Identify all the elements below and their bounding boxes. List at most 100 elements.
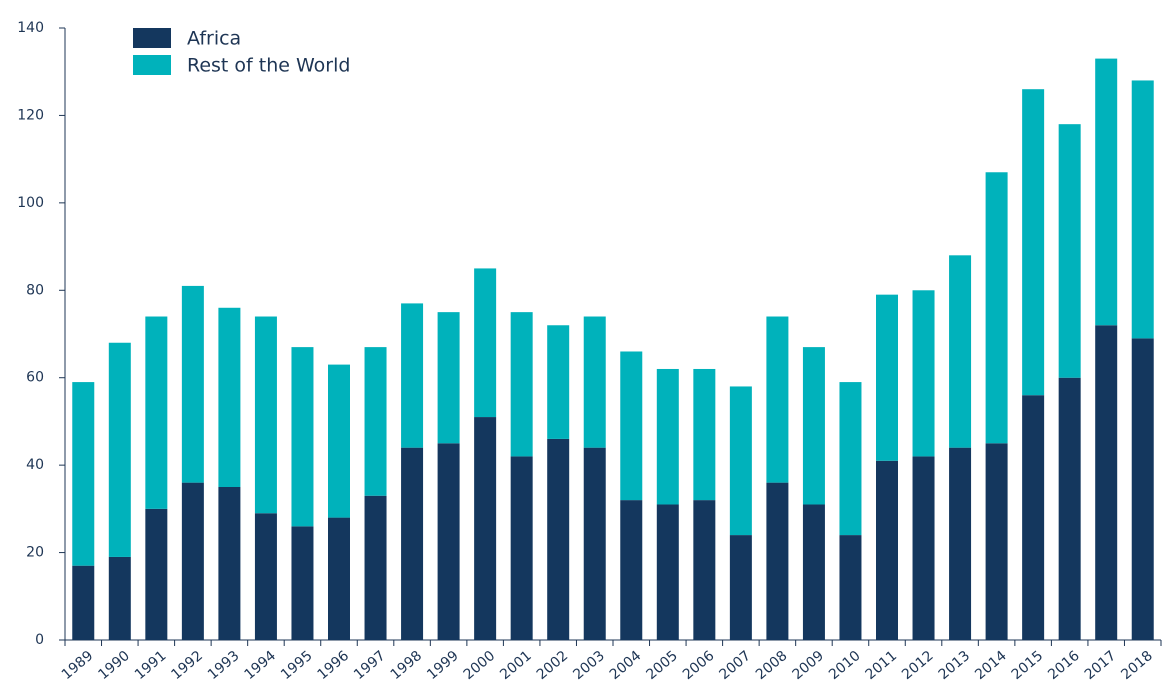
bar bbox=[181, 482, 204, 640]
x-tick-label: 1996 bbox=[315, 648, 353, 683]
y-tick-label: 0 bbox=[35, 632, 44, 648]
x-tick-label: 2002 bbox=[534, 648, 572, 683]
x-tick-label: 2013 bbox=[936, 648, 974, 683]
legend-swatch bbox=[133, 55, 171, 75]
bar bbox=[291, 347, 314, 527]
x-tick-label: 2001 bbox=[497, 648, 535, 683]
bar bbox=[145, 508, 168, 640]
bar bbox=[72, 382, 95, 566]
x-tick-label: 2015 bbox=[1009, 648, 1047, 683]
x-tick-label: 1989 bbox=[59, 648, 97, 683]
x-tick-label: 1992 bbox=[168, 648, 206, 683]
x-tick-label: 1995 bbox=[278, 648, 316, 683]
x-tick-label: 2008 bbox=[753, 648, 791, 683]
y-tick-label: 40 bbox=[26, 457, 44, 473]
bar bbox=[1022, 395, 1045, 640]
bar bbox=[510, 312, 533, 457]
x-tick-label: 2016 bbox=[1045, 648, 1083, 683]
bar bbox=[437, 443, 460, 640]
bar bbox=[949, 447, 972, 640]
bar bbox=[839, 535, 862, 640]
bar bbox=[912, 290, 935, 457]
bar bbox=[766, 482, 789, 640]
bar bbox=[181, 285, 204, 483]
bar bbox=[985, 172, 1008, 444]
bar bbox=[912, 456, 935, 640]
y-tick-label: 60 bbox=[26, 370, 44, 386]
x-tick-label: 1990 bbox=[95, 648, 133, 683]
bar bbox=[1131, 338, 1154, 640]
y-tick-label: 80 bbox=[26, 282, 44, 298]
bar bbox=[364, 495, 387, 640]
bar bbox=[620, 351, 643, 501]
bar bbox=[693, 500, 716, 640]
y-tick-label: 120 bbox=[17, 107, 44, 123]
x-tick-label: 2011 bbox=[863, 648, 901, 683]
bar bbox=[1131, 80, 1154, 339]
y-tick-label: 20 bbox=[26, 545, 44, 561]
bar bbox=[328, 517, 350, 640]
x-tick-label: 2005 bbox=[643, 648, 681, 683]
bar bbox=[72, 565, 95, 640]
x-tick-label: 2014 bbox=[972, 648, 1010, 683]
bar bbox=[328, 364, 350, 518]
bar bbox=[291, 526, 314, 640]
bar bbox=[1058, 124, 1081, 378]
x-tick-label: 1994 bbox=[241, 648, 279, 683]
bar bbox=[583, 447, 606, 640]
bar bbox=[693, 368, 716, 501]
bar bbox=[437, 312, 460, 444]
bar bbox=[1058, 377, 1081, 640]
x-tick-label: 2004 bbox=[607, 648, 645, 683]
bar bbox=[949, 255, 972, 448]
bar bbox=[108, 556, 131, 640]
x-tick-label: 1998 bbox=[388, 648, 426, 683]
legend-label: Africa bbox=[187, 28, 241, 50]
bar bbox=[510, 456, 533, 640]
bar bbox=[401, 303, 424, 448]
bar bbox=[802, 504, 825, 640]
bar bbox=[254, 513, 277, 640]
bar bbox=[1095, 58, 1118, 326]
bar bbox=[218, 487, 241, 640]
bar bbox=[218, 307, 241, 487]
x-tick-label: 2010 bbox=[826, 648, 864, 683]
bar bbox=[583, 316, 606, 448]
bar bbox=[547, 438, 570, 640]
bar bbox=[876, 294, 898, 461]
x-tick-label: 2007 bbox=[716, 648, 754, 683]
bar bbox=[766, 316, 789, 483]
x-tick-label: 1997 bbox=[351, 648, 389, 683]
bar bbox=[729, 535, 752, 640]
bar bbox=[985, 443, 1008, 640]
x-tick-label: 2000 bbox=[461, 648, 499, 683]
bar bbox=[876, 460, 898, 640]
bar bbox=[839, 382, 862, 536]
bar bbox=[729, 386, 752, 536]
bar bbox=[656, 368, 679, 505]
legend-label: Rest of the World bbox=[187, 55, 350, 77]
bar bbox=[364, 347, 387, 496]
bar bbox=[547, 325, 570, 439]
bar bbox=[401, 447, 424, 640]
x-tick-label: 2006 bbox=[680, 648, 718, 683]
bar bbox=[254, 316, 277, 514]
bar bbox=[656, 504, 679, 640]
bar bbox=[1022, 89, 1045, 396]
bar bbox=[620, 500, 643, 640]
bar bbox=[108, 342, 131, 557]
x-tick-label: 1991 bbox=[132, 648, 170, 683]
bar bbox=[474, 268, 497, 418]
bar bbox=[474, 417, 497, 640]
bar bbox=[145, 316, 168, 509]
x-tick-label: 1993 bbox=[205, 648, 243, 683]
bar bbox=[802, 347, 825, 505]
y-tick-label: 140 bbox=[17, 20, 44, 36]
x-tick-label: 2017 bbox=[1082, 648, 1120, 683]
x-tick-label: 2009 bbox=[789, 648, 827, 683]
legend-swatch bbox=[133, 28, 171, 48]
x-tick-label: 1999 bbox=[424, 648, 462, 683]
y-tick-label: 100 bbox=[17, 195, 44, 211]
x-tick-label: 2018 bbox=[1118, 648, 1156, 683]
